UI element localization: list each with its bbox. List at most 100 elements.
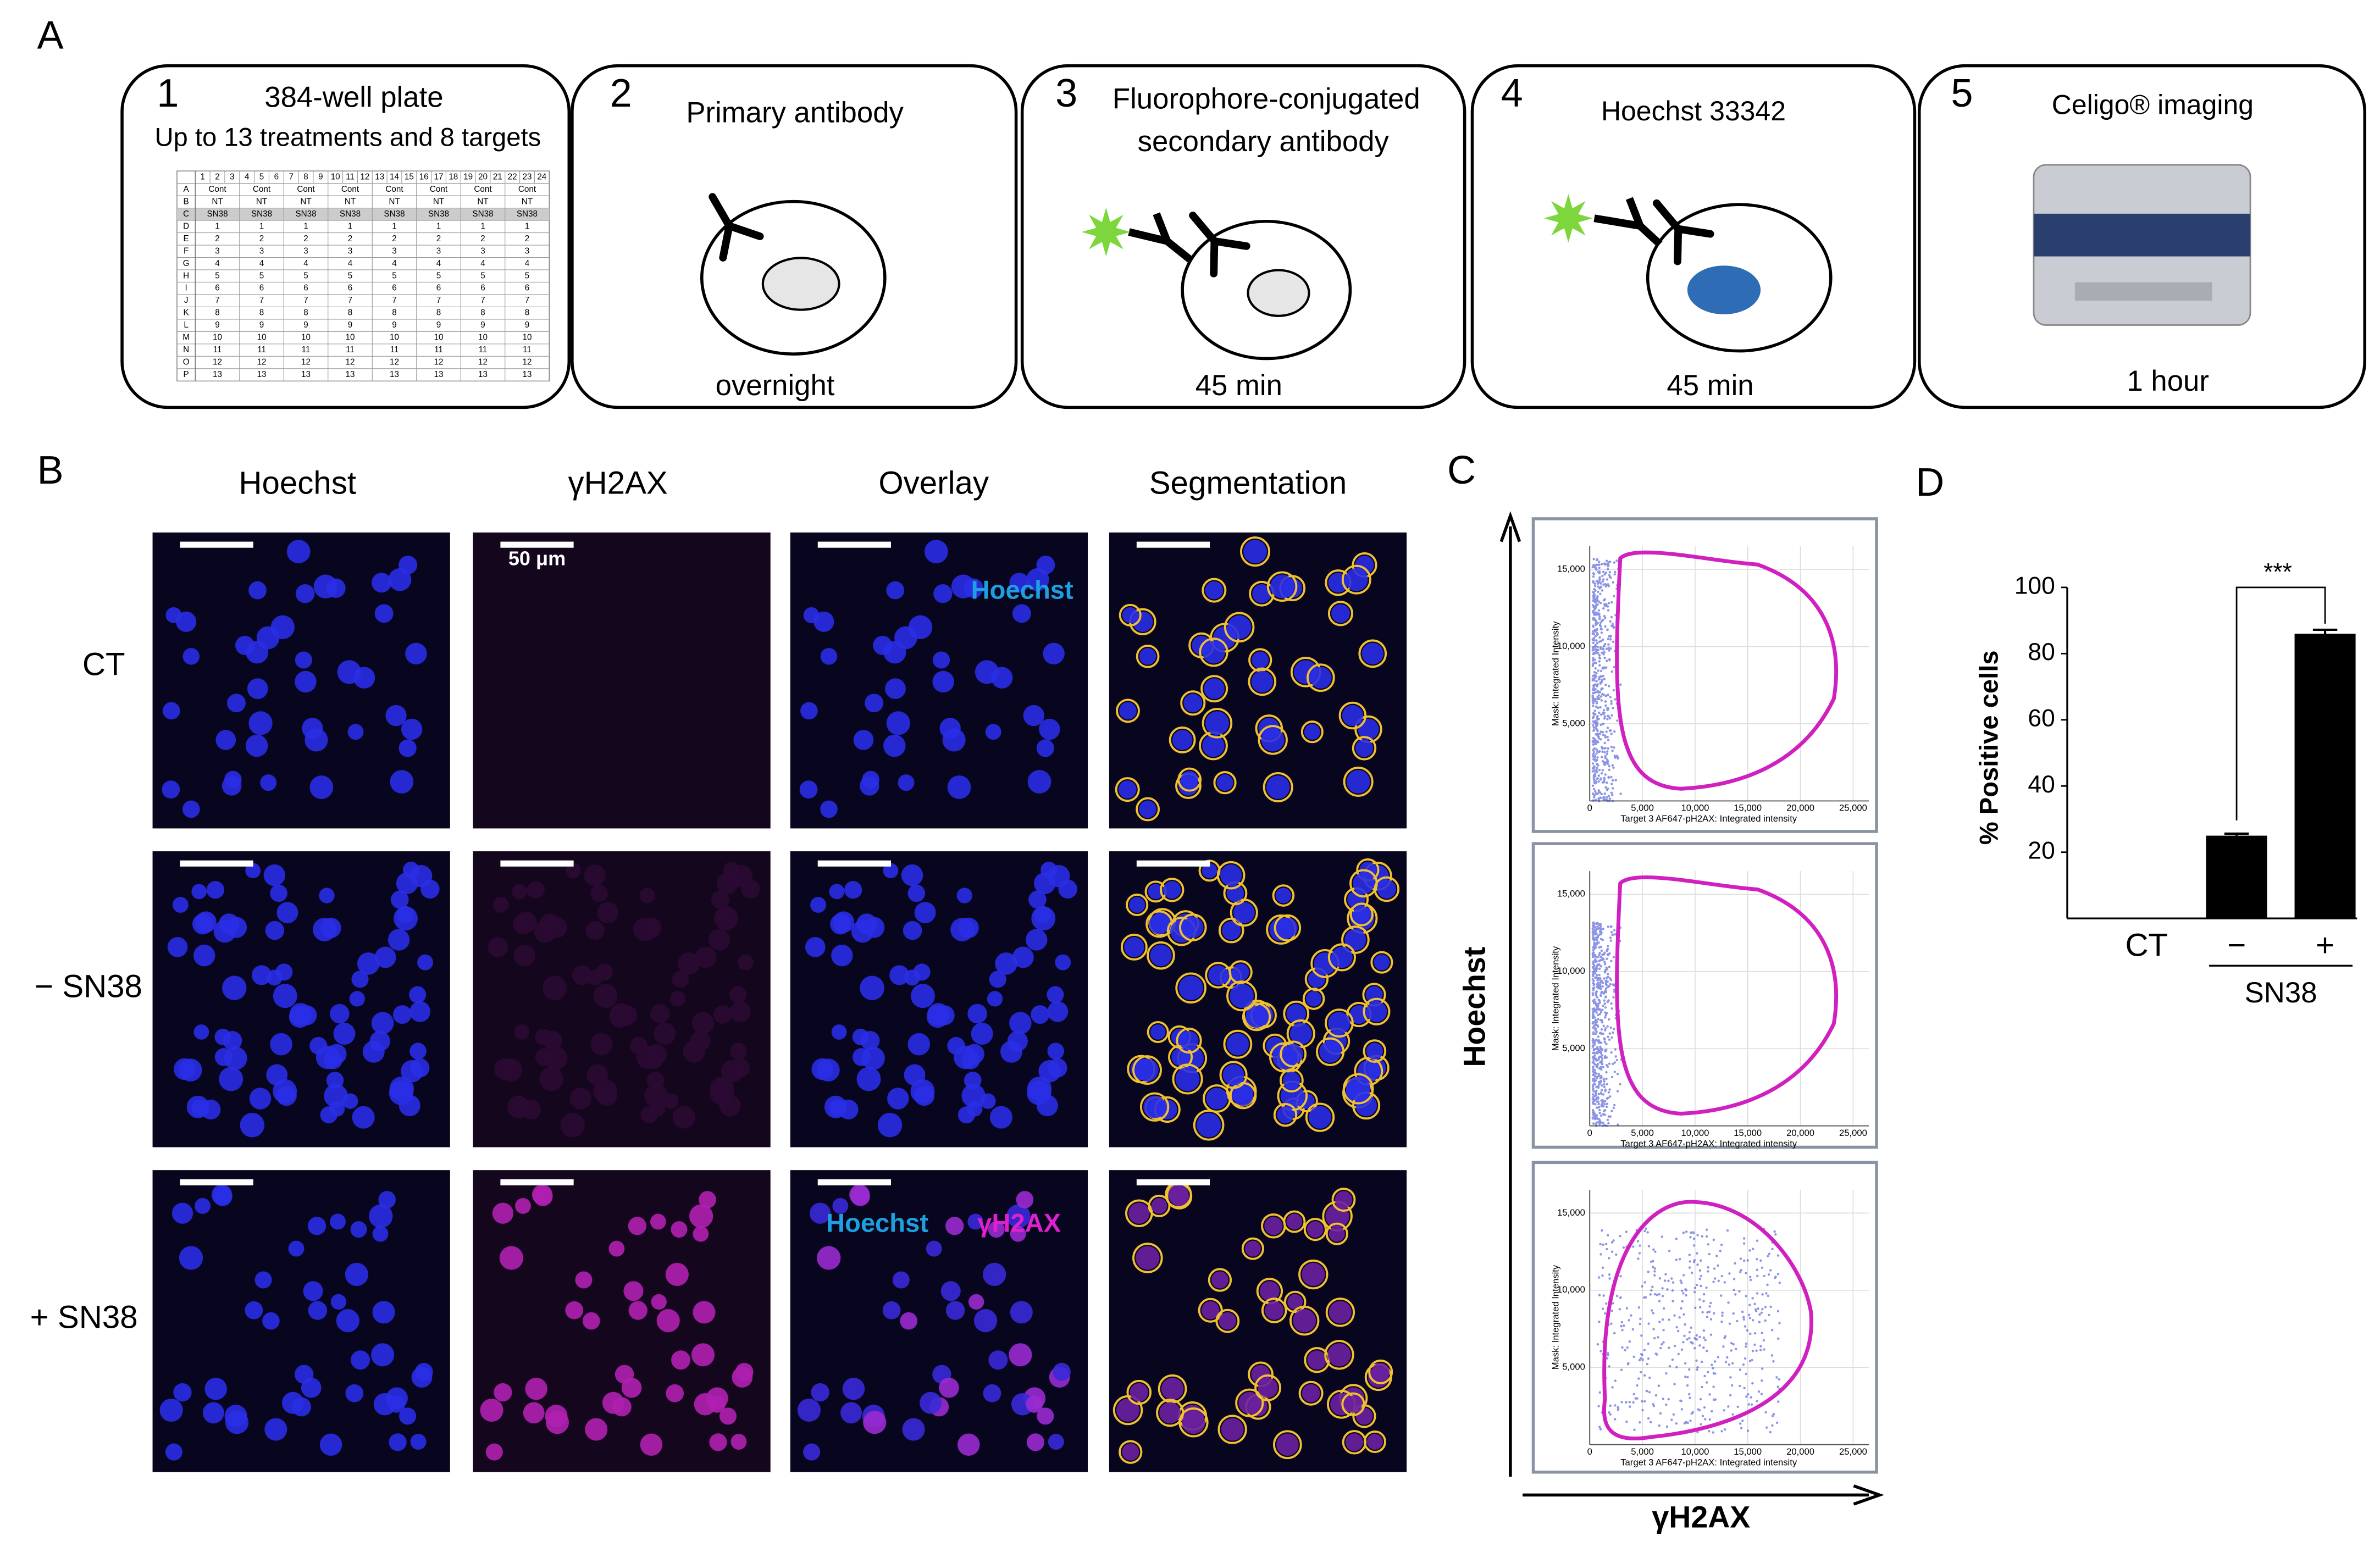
nucleus-spot xyxy=(1130,1383,1148,1402)
cloud-dot xyxy=(1742,1242,1746,1245)
nucleus-spot xyxy=(1202,734,1225,757)
nucleus-spot xyxy=(708,929,730,951)
cloud-dot xyxy=(1609,1413,1612,1416)
cloud-dot xyxy=(1593,585,1597,587)
segmentation-outline xyxy=(1352,736,1377,761)
nucleus-spot xyxy=(523,1402,545,1424)
cloud-dot xyxy=(1708,1418,1712,1421)
cloud-dot xyxy=(1747,1403,1750,1406)
plate-cell: 1 xyxy=(436,221,441,231)
cloud-dot xyxy=(1604,987,1608,990)
x-tick-label: 10,000 xyxy=(1681,1446,1709,1457)
cloud-dot xyxy=(1591,1101,1595,1104)
cloud-dot xyxy=(1592,750,1595,753)
segmentation-outline xyxy=(1254,1374,1281,1401)
cloud-dot xyxy=(1610,1075,1614,1079)
x-tick-label: 0 xyxy=(1587,1446,1592,1457)
cloud-dot xyxy=(1597,1050,1600,1052)
cloud-dot xyxy=(1741,1310,1744,1313)
nucleus-spot xyxy=(543,1031,563,1051)
cloud-dot xyxy=(1639,1244,1641,1247)
cloud-dot xyxy=(1598,1118,1601,1121)
cloud-dot xyxy=(1601,1266,1604,1269)
cloud-dot xyxy=(1591,717,1595,719)
antibody-shape xyxy=(1189,212,1250,278)
cloud-dot xyxy=(1592,1051,1595,1055)
nucleus-spot xyxy=(330,1213,346,1230)
plate-cell: 13 xyxy=(213,370,222,379)
cloud-dot xyxy=(1591,978,1594,981)
nucleus-spot xyxy=(1265,1301,1284,1320)
nucleus-spot xyxy=(1201,1301,1220,1319)
cloud-dot xyxy=(1778,1322,1781,1324)
y-axis-label: Mask: Integrated Intensity xyxy=(1551,621,1561,726)
cloud-dot xyxy=(1602,674,1604,678)
cloud-dot xyxy=(1606,948,1609,951)
plate-cell: 11 xyxy=(302,345,311,354)
cloud-dot xyxy=(1599,730,1602,733)
step-subtitle: secondary antibody xyxy=(1138,125,1390,158)
cloud-dot xyxy=(1647,1417,1650,1420)
cloud-dot xyxy=(1698,1335,1701,1339)
cloud-dot xyxy=(1603,573,1606,576)
cloud-dot xyxy=(1598,640,1601,643)
nucleus-spot xyxy=(932,670,954,693)
cloud-dot xyxy=(1613,573,1616,576)
segmentation-outline xyxy=(1179,913,1207,941)
cloud-dot xyxy=(1594,799,1597,801)
y-tick-label: 10,000 xyxy=(1557,1284,1585,1295)
nucleus-spot xyxy=(1031,1005,1050,1024)
cloud-dot xyxy=(1717,1264,1719,1267)
cloud-dot xyxy=(1604,979,1607,983)
nucleus-spot xyxy=(171,1202,193,1224)
cloud-dot xyxy=(1606,758,1609,761)
nucleus-spot xyxy=(514,1024,530,1040)
cloud-dot xyxy=(1702,1336,1706,1339)
cloud-dot xyxy=(1593,976,1597,979)
segmentation-outline xyxy=(1303,1218,1327,1241)
nucleus-spot xyxy=(499,1246,524,1270)
nucleus-spot xyxy=(1026,1433,1044,1451)
cloud-dot xyxy=(1596,633,1599,636)
cloud-dot xyxy=(1711,1410,1713,1413)
cloud-dot xyxy=(1662,1398,1664,1400)
nucleus-spot xyxy=(1327,1343,1351,1367)
plate-cell: 11 xyxy=(213,345,222,354)
cloud-dot xyxy=(1613,929,1616,931)
nucleus-spot xyxy=(989,1106,1012,1129)
cloud-dot xyxy=(1593,1063,1596,1066)
nucleus-spot xyxy=(1287,1294,1303,1310)
nucleus-spot xyxy=(398,739,417,757)
cloud-dot xyxy=(1685,1230,1688,1233)
segmentation-outline xyxy=(1119,1440,1143,1464)
cloud-dot xyxy=(1607,747,1610,750)
cloud-dot xyxy=(1599,1032,1603,1035)
nucleus-spot xyxy=(371,1012,394,1034)
nucleus-spot xyxy=(699,1191,716,1208)
cloud-dot xyxy=(1602,1093,1605,1096)
cloud-dot xyxy=(1733,1278,1736,1280)
nucleus-spot xyxy=(586,1064,608,1086)
cloud-dot xyxy=(1757,1390,1761,1393)
segmentation-outline xyxy=(1202,708,1233,739)
cloud-dot xyxy=(1756,1292,1759,1295)
cloud-dot xyxy=(1599,1121,1602,1124)
cloud-dot xyxy=(1603,961,1606,963)
cloud-dot xyxy=(1693,1290,1696,1294)
cloud-dot xyxy=(1604,1012,1608,1015)
segmentation-outline xyxy=(1169,727,1196,753)
plate-cell: 4 xyxy=(303,259,308,268)
nucleus-spot xyxy=(295,670,317,693)
plate-cell: 12 xyxy=(434,358,444,367)
cloud-dot xyxy=(1637,1377,1640,1380)
cloud-dot xyxy=(1602,708,1606,712)
cloud-dot xyxy=(1593,755,1597,758)
nucleus-spot xyxy=(717,906,734,923)
plate-col-header: 22 xyxy=(508,172,517,181)
cloud-dot xyxy=(1643,1349,1646,1351)
cloud-dot xyxy=(1739,1384,1741,1388)
nucleus-spot xyxy=(1128,1202,1150,1224)
cloud-dot xyxy=(1729,1394,1732,1397)
cloud-dot xyxy=(1598,1074,1601,1078)
cloud-dot xyxy=(1770,1329,1774,1332)
